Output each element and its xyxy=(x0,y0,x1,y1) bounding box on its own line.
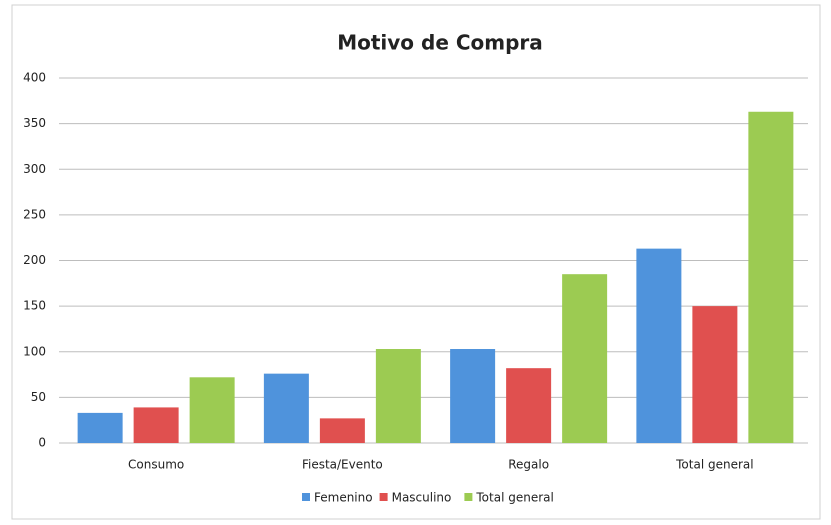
bar xyxy=(77,412,123,443)
legend-swatch xyxy=(302,493,310,501)
bar xyxy=(133,407,179,443)
bar xyxy=(506,368,552,443)
y-tick-label: 0 xyxy=(38,436,46,450)
bar xyxy=(319,418,365,443)
bar xyxy=(562,274,608,443)
x-tick-label: Consumo xyxy=(128,458,184,472)
x-tick-label: Fiesta/Evento xyxy=(302,458,383,472)
legend-label: Total general xyxy=(475,491,553,505)
legend-label: Masculino xyxy=(392,491,452,505)
legend-swatch xyxy=(379,493,388,501)
y-tick-label: 100 xyxy=(23,344,46,358)
y-tick-label: 350 xyxy=(23,116,46,130)
bar xyxy=(375,349,421,443)
bar xyxy=(189,377,235,443)
y-tick-label: 150 xyxy=(23,299,46,313)
bar xyxy=(263,373,309,443)
x-tick-label: Regalo xyxy=(508,458,549,472)
y-tick-label: 50 xyxy=(31,390,46,404)
chart-title: Motivo de Compra xyxy=(337,31,543,55)
bar xyxy=(636,248,682,443)
x-tick-label: Total general xyxy=(675,458,753,472)
legend-label: Femenino xyxy=(314,491,373,505)
y-tick-label: 250 xyxy=(23,207,46,221)
legend-swatch xyxy=(464,493,473,501)
bar xyxy=(692,306,738,443)
bar xyxy=(748,111,794,443)
y-tick-label: 400 xyxy=(23,71,46,85)
bar xyxy=(450,349,496,443)
y-tick-label: 200 xyxy=(23,253,46,267)
y-tick-label: 300 xyxy=(23,162,46,176)
